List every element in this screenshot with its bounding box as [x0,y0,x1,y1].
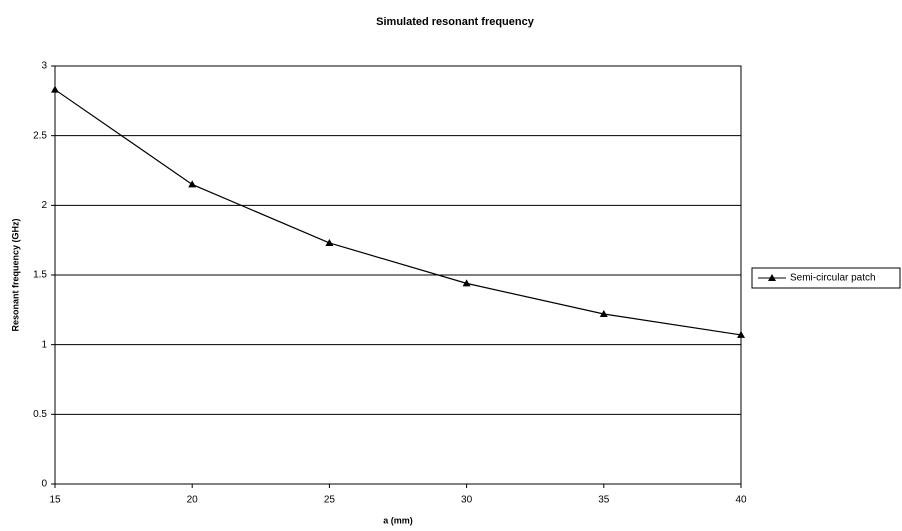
x-axis-label: a (mm) [383,515,413,525]
y-tick-label: 3 [41,61,47,72]
chart-title: Simulated resonant frequency [376,16,535,28]
y-tick-label: 0.5 [33,409,47,420]
y-tick-label: 0 [41,479,47,490]
x-tick-label: 35 [598,495,610,506]
x-tick-label: 20 [187,495,199,506]
y-tick-label: 1.5 [33,270,47,281]
y-tick-label: 2 [41,200,47,211]
x-tick-label: 25 [324,495,336,506]
point-marker [51,86,59,93]
y-axis-label: Resonant frequency (GHz) [10,218,20,331]
chart: Simulated resonant frequency a (mm) Reso… [0,0,902,531]
x-tick-label: 40 [735,495,747,506]
x-tick-label: 15 [49,495,61,506]
y-tick-label: 2.5 [33,130,47,141]
legend-label: Semi-circular patch [790,273,876,284]
point-marker [188,180,196,187]
point-marker [325,239,333,246]
y-tick-label: 1 [41,339,47,350]
series-line [55,90,741,335]
x-tick-label: 30 [461,495,473,506]
